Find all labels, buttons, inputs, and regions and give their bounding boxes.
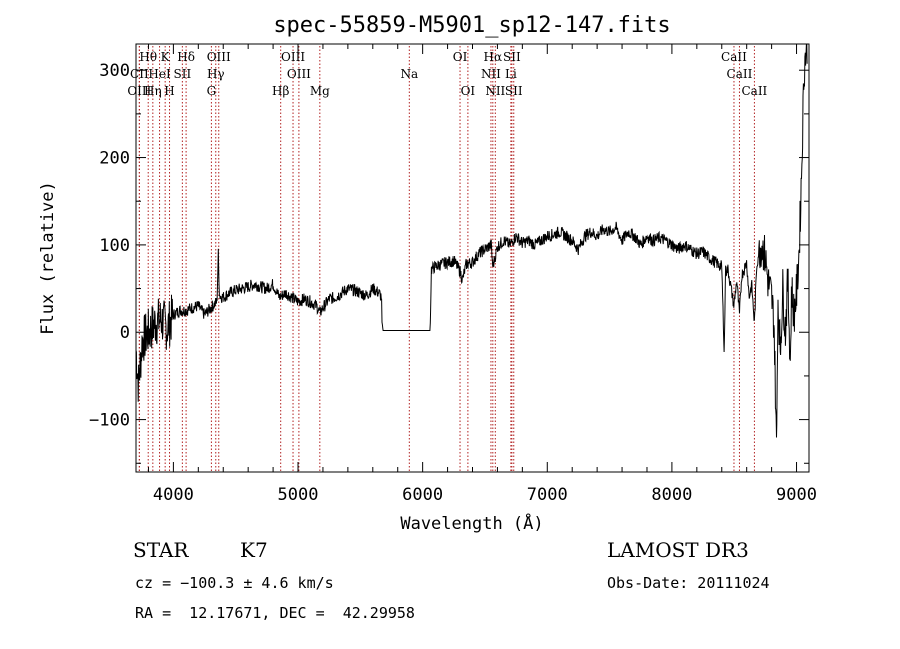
y-tick-label: 100	[99, 236, 130, 256]
x-tick-label: 8000	[651, 485, 692, 505]
spectral-line-label: Hθ	[139, 50, 157, 64]
y-axis-label: Flux (relative)	[38, 181, 58, 335]
spectral-line-label: Hδ	[177, 50, 195, 64]
spectral-line-label: CaII	[721, 50, 747, 64]
spectral-line-label: K	[161, 50, 171, 64]
spectral-line-label: SII	[174, 67, 192, 81]
spectral-line-label: Li	[505, 67, 517, 81]
x-tick-label: 9000	[776, 485, 817, 505]
spectral-subclass: K7	[240, 538, 268, 562]
spectral-line-label: Hα	[484, 50, 503, 64]
x-tick-label: 6000	[402, 485, 443, 505]
spectral-line-label: Hη	[144, 84, 162, 98]
x-axis-label: Wavelength (Å)	[400, 512, 543, 534]
y-tick-label: 300	[99, 61, 130, 81]
spectrum-series-line	[135, 43, 808, 438]
spectral-line-label: G	[207, 84, 217, 98]
spectral-line-label: NII	[485, 84, 505, 98]
spectral-line-label: NII	[481, 67, 501, 81]
spectral-line-label: OIII	[207, 50, 231, 64]
spectral-line-label: SII	[505, 84, 523, 98]
object-class: STAR	[133, 538, 189, 562]
spectral-line-label: OIII	[287, 67, 311, 81]
spectral-line-label: Mg	[310, 84, 330, 98]
redshift-readout: cz = −100.3 ± 4.6 km/s	[135, 574, 334, 592]
x-tick-label: 7000	[527, 485, 568, 505]
spectral-line-label: Hγ	[207, 67, 225, 81]
y-tick-label: −100	[89, 411, 130, 431]
spectral-line-label: CaII	[727, 67, 753, 81]
spectral-line-label: CII	[130, 67, 149, 81]
spectral-line-label: OI	[461, 84, 476, 98]
survey-name: LAMOST DR3	[607, 538, 749, 562]
spectral-line-label: HeI	[148, 67, 171, 81]
x-tick-label: 5000	[278, 485, 319, 505]
chart-title: spec-55859-M5901_sp12-147.fits	[273, 13, 670, 38]
axis-ticks: 4000 5000 6000 7000 8000 9000 −100 0 100 200 300	[89, 44, 817, 505]
spectral-line-label: Na	[400, 67, 418, 81]
spectral-line-label: OI	[453, 50, 468, 64]
spectral-line-label: CaII	[741, 84, 767, 98]
y-tick-label: 0	[120, 323, 130, 343]
y-tick-label: 200	[99, 149, 130, 169]
spectral-line-label: OIII	[127, 84, 151, 98]
spectral-line-label: SII	[503, 50, 521, 64]
coordinates-readout: RA = 12.17671, DEC = 42.29958	[135, 604, 415, 622]
spectral-line-label: Hβ	[272, 84, 289, 98]
x-tick-label: 4000	[153, 485, 194, 505]
observation-date: Obs-Date: 20111024	[607, 574, 770, 592]
spectral-line-markers	[138, 46, 755, 472]
spectral-line-label: H	[164, 84, 174, 98]
spectral-line-label: OIII	[281, 50, 305, 64]
